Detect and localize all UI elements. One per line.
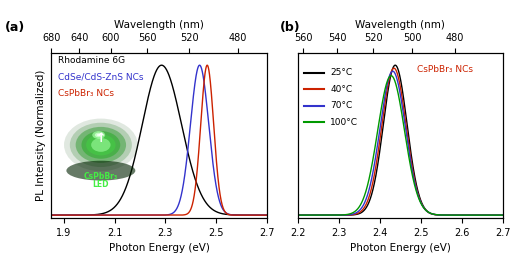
- Text: 100°C: 100°C: [330, 118, 359, 127]
- Text: 40°C: 40°C: [330, 85, 352, 94]
- X-axis label: Wavelength (nm): Wavelength (nm): [114, 20, 204, 30]
- Text: Rhodamine 6G: Rhodamine 6G: [58, 56, 125, 65]
- Text: CsPbBr₃ NCs: CsPbBr₃ NCs: [417, 65, 472, 74]
- X-axis label: Wavelength (nm): Wavelength (nm): [355, 20, 445, 30]
- Text: CdSe/CdS-ZnS NCs: CdSe/CdS-ZnS NCs: [58, 73, 143, 82]
- Text: 25°C: 25°C: [330, 68, 352, 77]
- Text: CsPbBr₃ NCs: CsPbBr₃ NCs: [58, 89, 114, 98]
- X-axis label: Photon Energy (eV): Photon Energy (eV): [350, 243, 450, 253]
- Text: (b): (b): [280, 21, 300, 34]
- Text: (a): (a): [5, 21, 25, 34]
- Y-axis label: PL Intensity (Normalized): PL Intensity (Normalized): [36, 70, 46, 201]
- Text: 70°C: 70°C: [330, 101, 352, 110]
- X-axis label: Photon Energy (eV): Photon Energy (eV): [109, 243, 209, 253]
